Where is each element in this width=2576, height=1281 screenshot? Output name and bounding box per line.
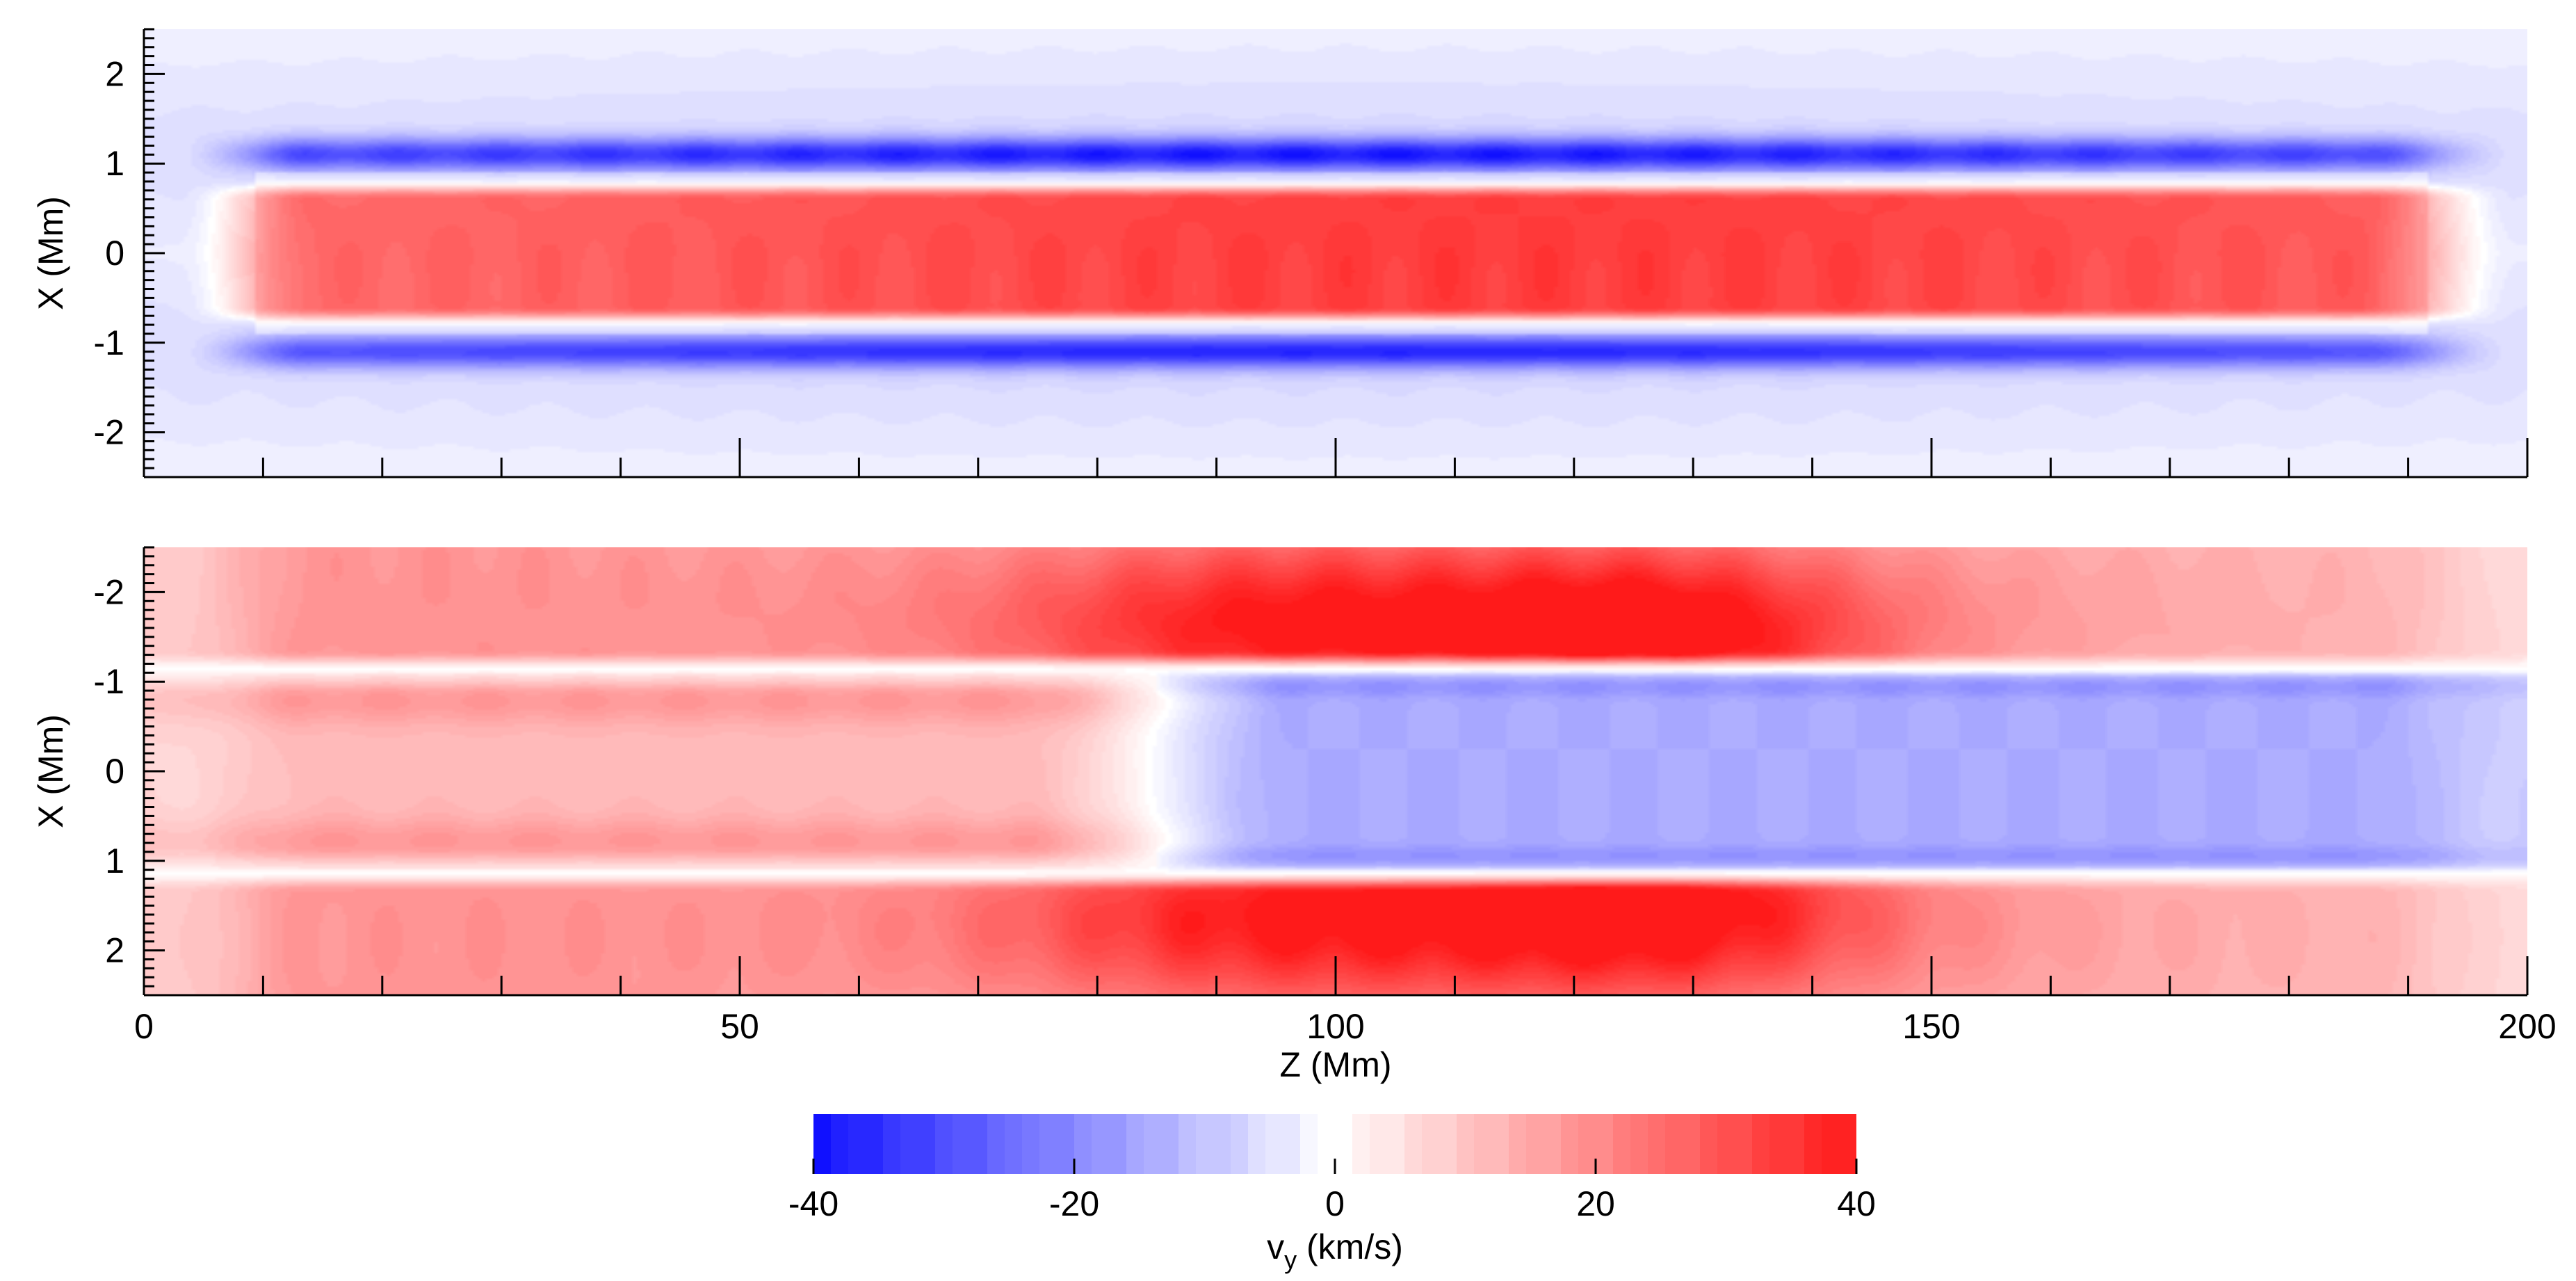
top-y-tick-label: -2 bbox=[94, 413, 124, 452]
bottom-x-tick-label: 50 bbox=[720, 1007, 759, 1046]
colorbar-label-units: (km/s) bbox=[1297, 1227, 1403, 1266]
colorbar-ticks: -40 -20 0 20 40 bbox=[788, 1159, 1876, 1223]
colorbar-label: vy (km/s) bbox=[1267, 1227, 1403, 1274]
bottom-y-tick-label: 2 bbox=[105, 931, 124, 970]
bottom-x-tick-label: 150 bbox=[1902, 1007, 1960, 1046]
bottom-y-tick-label: -2 bbox=[94, 572, 124, 611]
colorbar-label-subscript: y bbox=[1284, 1246, 1297, 1274]
colorbar-tick-label: 20 bbox=[1576, 1184, 1615, 1223]
bottom-y-axis-label: X (Mm) bbox=[31, 714, 70, 828]
bottom-y-tick-label: 1 bbox=[105, 841, 124, 880]
bottom-axes: 2 1 0 -1 -2 0 50 100 150 200 bbox=[94, 546, 2557, 1046]
bottom-heatmap bbox=[144, 547, 2527, 995]
top-panel: -2 -1 0 1 2 X (Mm) bbox=[31, 28, 2529, 478]
bottom-y-tick-label: -1 bbox=[94, 662, 124, 701]
colorbar: -40 -20 0 20 40 vy (km/s) bbox=[788, 1114, 1876, 1274]
bottom-y-tick-label: 0 bbox=[105, 752, 124, 791]
bottom-x-tick-label: 100 bbox=[1306, 1007, 1364, 1046]
top-y-tick-label: 0 bbox=[105, 234, 124, 273]
colorbar-tick-label: 40 bbox=[1837, 1184, 1876, 1223]
colorbar-label-main: v bbox=[1267, 1227, 1284, 1266]
bottom-x-tick-label: 200 bbox=[2498, 1007, 2556, 1046]
top-y-tick-label: 2 bbox=[105, 54, 124, 93]
bottom-panel: 2 1 0 -1 -2 0 50 100 150 200 X (Mm) Z (Mm) bbox=[31, 546, 2557, 1084]
top-heatmap bbox=[144, 29, 2527, 477]
bottom-x-tick-label: 0 bbox=[134, 1007, 154, 1046]
colorbar-tick-label: -20 bbox=[1049, 1184, 1099, 1223]
top-y-tick-label: 1 bbox=[105, 144, 124, 183]
bottom-x-axis-label: Z (Mm) bbox=[1279, 1045, 1391, 1084]
colorbar-tick-label: 0 bbox=[1325, 1184, 1345, 1223]
top-y-tick-label: -1 bbox=[94, 323, 124, 362]
top-axes: -2 -1 0 1 2 bbox=[94, 28, 2529, 478]
colorbar-tick-label: -40 bbox=[788, 1184, 839, 1223]
top-y-axis-label: X (Mm) bbox=[31, 196, 70, 310]
